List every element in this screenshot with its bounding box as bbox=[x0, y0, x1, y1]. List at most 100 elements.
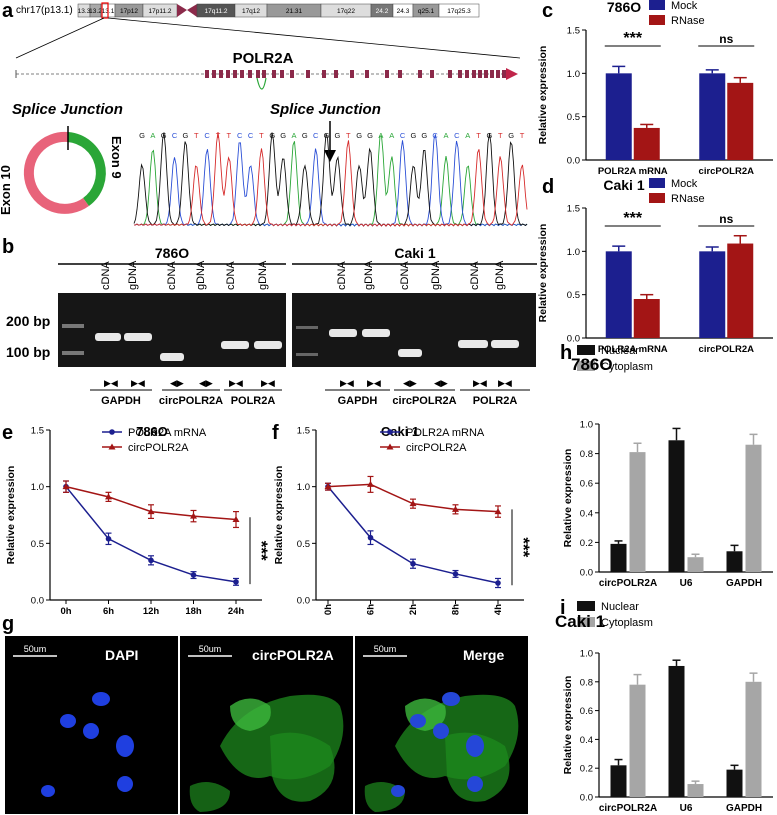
sequence-base: T bbox=[259, 131, 264, 140]
exon-block bbox=[365, 70, 369, 78]
exon-block bbox=[478, 70, 482, 78]
panel-label-i: i bbox=[560, 597, 566, 619]
lane-label: cDNA bbox=[469, 261, 481, 290]
band-label: 17q12 bbox=[242, 8, 260, 15]
nucleus bbox=[116, 735, 134, 757]
legend-swatch bbox=[649, 178, 665, 188]
primer-group-label: GAPDH bbox=[338, 395, 378, 407]
exon-block bbox=[306, 70, 310, 78]
data-point bbox=[105, 536, 112, 542]
exon-block bbox=[472, 70, 476, 78]
sequence-base: C bbox=[454, 131, 460, 140]
bar bbox=[726, 769, 743, 797]
significance-label: *** bbox=[623, 30, 642, 47]
bar bbox=[699, 251, 726, 338]
lane-label: cDNA bbox=[166, 261, 178, 290]
ladder-band bbox=[296, 353, 318, 356]
exon-block bbox=[322, 70, 326, 78]
x-tick-label: 12h bbox=[408, 604, 419, 615]
circ-exon9-arc bbox=[67, 132, 106, 207]
chart-c: 0.0 0.5 1.0 1.5 Relative expression POLR2A mR… bbox=[537, 0, 773, 176]
legend-swatch bbox=[649, 193, 665, 203]
primer-arrows: ▶◀ bbox=[229, 378, 243, 388]
nucleus bbox=[433, 723, 449, 739]
lane-label: cDNA bbox=[100, 261, 112, 290]
gene-direction-arrow bbox=[506, 68, 518, 80]
bar bbox=[745, 444, 762, 572]
band-label: 21.31 bbox=[286, 8, 303, 15]
lane-label: gDNA bbox=[195, 260, 207, 290]
primer-group-label: circPOLR2A bbox=[159, 395, 223, 407]
gel-band bbox=[124, 333, 152, 341]
bar bbox=[610, 765, 627, 797]
primer-arrows: ▶◀ bbox=[261, 378, 275, 388]
y-tick-label: 0.5 bbox=[567, 290, 580, 301]
sequence-base: G bbox=[335, 131, 341, 140]
data-point bbox=[190, 512, 197, 519]
chromatogram bbox=[133, 131, 528, 227]
legend-swatch bbox=[577, 361, 595, 371]
chart-f: 0.0 0.5 1.0 1.5 0h 6h 12h 18h 24h Relative expres… bbox=[273, 424, 533, 615]
primer-arrows: ▶◀ bbox=[131, 378, 145, 388]
gel-band bbox=[95, 333, 121, 341]
primer-arrows: ◀▶ bbox=[403, 378, 417, 388]
primer-group-label: POLR2A bbox=[231, 395, 276, 407]
gel-band bbox=[160, 353, 184, 361]
splice-junction-left-label: Splice Junction bbox=[12, 101, 123, 118]
data-point bbox=[147, 508, 155, 515]
exon-block bbox=[496, 70, 500, 78]
sequence-base: G bbox=[411, 131, 417, 140]
legend-label: POLR2A mRNA bbox=[128, 427, 207, 439]
sequence-base: C bbox=[400, 131, 406, 140]
chromosome-label: chr17(p13.1) bbox=[16, 5, 73, 16]
sequence-base: G bbox=[139, 131, 145, 140]
data-point bbox=[324, 483, 332, 490]
sequence-base: A bbox=[291, 131, 296, 140]
data-point bbox=[367, 480, 374, 487]
band-label: 17q22 bbox=[337, 8, 355, 15]
y-axis-label: Relative expression bbox=[562, 449, 574, 548]
centromere-left bbox=[177, 4, 187, 17]
data-point bbox=[452, 505, 459, 512]
exon-block bbox=[350, 70, 354, 78]
x-tick-label: 12h bbox=[143, 606, 160, 615]
category-label: circPOLR2A bbox=[599, 578, 657, 589]
band-label: 17q25.3 bbox=[447, 8, 471, 15]
lane-label: cDNA bbox=[225, 261, 237, 290]
chart-d: 0.0 0.5 1.0 1.5 Relative expression POLR2A mR… bbox=[537, 177, 773, 355]
y-tick-label: 0.5 bbox=[31, 539, 44, 550]
x-tick-label: 24h bbox=[228, 606, 245, 615]
sequence-base: T bbox=[476, 131, 481, 140]
ladder-band bbox=[296, 326, 318, 329]
category-label: circPOLR2A bbox=[599, 803, 657, 814]
legend-label: circPOLR2A bbox=[406, 442, 467, 454]
sequence-base: A bbox=[389, 131, 394, 140]
legend-label: RNase bbox=[671, 193, 705, 205]
primer-arrows: ▶◀ bbox=[340, 378, 354, 388]
y-tick-label: 1.0 bbox=[567, 247, 580, 258]
sequence-base: T bbox=[498, 131, 503, 140]
y-axis-label: Relative expression bbox=[537, 46, 549, 145]
legend-marker bbox=[108, 443, 116, 450]
panel-label-d: d bbox=[542, 176, 555, 198]
legend-swatch bbox=[577, 617, 595, 627]
x-tick-label: 6h bbox=[103, 606, 114, 615]
exon-block bbox=[262, 70, 266, 78]
gel-band bbox=[458, 340, 488, 348]
band-label: 17p11.2 bbox=[148, 8, 171, 15]
gel-band bbox=[221, 341, 249, 349]
bar bbox=[605, 73, 632, 160]
band-label: 17q11.2 bbox=[204, 8, 227, 15]
bar bbox=[668, 665, 685, 797]
data-point bbox=[409, 500, 417, 507]
y-tick-label: 1.5 bbox=[567, 26, 580, 37]
y-tick-label: 0.0 bbox=[567, 334, 580, 345]
legend-swatch bbox=[649, 15, 665, 25]
category-label: GAPDH bbox=[726, 803, 762, 814]
exon-block bbox=[334, 70, 338, 78]
sequence-base: G bbox=[356, 131, 362, 140]
x-tick-label: 24h bbox=[493, 604, 504, 615]
chart-h: 0.0 0.2 0.4 0.6 0.8 1.0 Relative expression cir… bbox=[562, 345, 773, 589]
sequence-base: C bbox=[204, 131, 210, 140]
data-point bbox=[190, 572, 197, 578]
